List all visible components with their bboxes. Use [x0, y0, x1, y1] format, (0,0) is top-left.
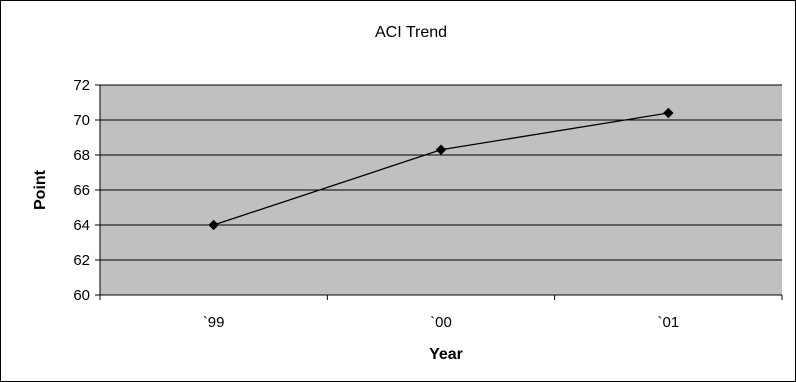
data-point-0: [208, 219, 219, 231]
y-axis: 60 62 64 66 68 70 72: [73, 77, 101, 304]
data-point-2: [663, 107, 674, 119]
y-axis-title: Point: [32, 169, 49, 210]
x-axis-title: Year: [429, 346, 463, 363]
x-tick-label-1: `00: [430, 314, 452, 331]
y-tick-label-70: 70: [73, 112, 90, 129]
series-layer: [208, 107, 674, 231]
y-tick-label-66: 66: [73, 182, 90, 199]
y-tick-label-60: 60: [73, 287, 90, 304]
x-axis: `99 `00 `01: [99, 294, 783, 331]
y-tick-label-64: 64: [73, 217, 90, 234]
y-tick-label-72: 72: [73, 77, 90, 94]
x-tick-label-0: `99: [203, 314, 225, 331]
x-tick-label-2: `01: [657, 314, 679, 331]
data-point-1: [435, 144, 447, 155]
chart-title: ACI Trend: [375, 24, 447, 41]
y-tick-label-62: 62: [73, 252, 90, 269]
y-tick-label-68: 68: [73, 147, 90, 164]
